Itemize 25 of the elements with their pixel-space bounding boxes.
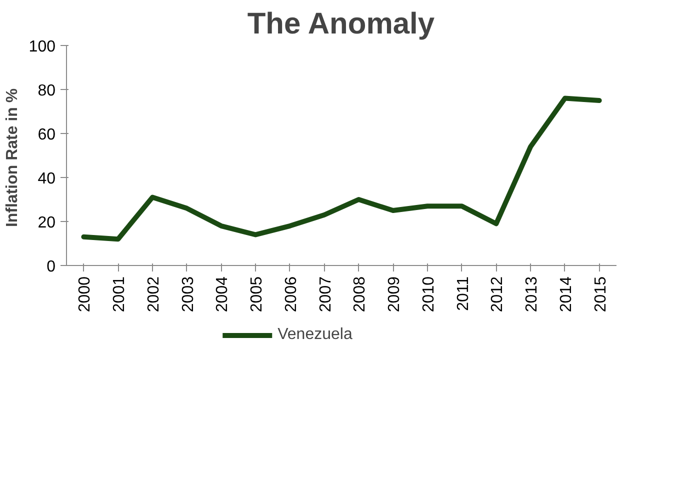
x-tick-label: 2009 [386, 276, 404, 312]
y-tick-label: 60 [38, 126, 56, 144]
x-tick-label: 2011 [454, 276, 472, 311]
y-tick-label: 100 [28, 38, 56, 56]
y-tick-label: 20 [38, 214, 56, 232]
x-tick-label: 2000 [76, 276, 94, 312]
y-axis-title: Inflation Rate in % [4, 88, 21, 228]
x-tick-label: 2002 [145, 276, 162, 312]
y-tick-label: 80 [38, 82, 56, 100]
legend-label: Venezuela [278, 326, 352, 344]
x-tick-label: 2015 [592, 276, 610, 312]
x-tick-label: 2010 [420, 276, 438, 312]
x-tick-label: 2006 [282, 276, 300, 312]
x-tick-label: 2005 [248, 276, 266, 312]
x-tick-label: 2003 [180, 276, 197, 312]
x-tick-label: 2004 [214, 276, 232, 312]
x-tick-label: 2008 [352, 276, 369, 312]
chart-title: The Anomaly [247, 8, 435, 40]
y-tick-label: 40 [38, 170, 56, 188]
x-tick-label: 2012 [489, 276, 506, 312]
x-tick-label: 2013 [524, 276, 541, 312]
x-tick-label: 2007 [317, 276, 334, 312]
y-tick-label: 0 [46, 258, 56, 276]
x-tick-label: 2001 [111, 276, 128, 312]
x-tick-label: 2014 [558, 276, 575, 312]
